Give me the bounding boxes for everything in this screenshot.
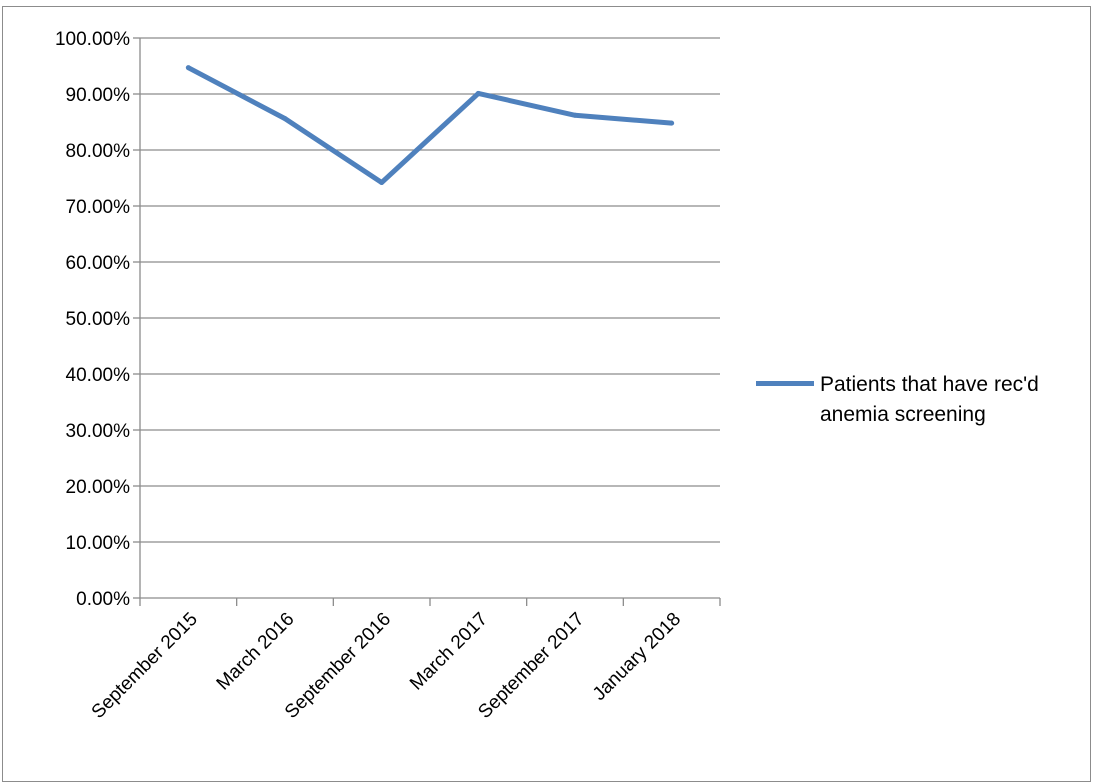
data-point xyxy=(379,179,385,185)
series-layer xyxy=(185,65,675,185)
legend-label: Patients that have rec'd anemia screenin… xyxy=(820,373,1039,426)
y-tick-label: 80.00% xyxy=(66,141,131,162)
y-tick-label: 40.00% xyxy=(66,365,131,386)
y-tick-label: 10.00% xyxy=(66,533,131,554)
y-tick-label: 100.00% xyxy=(55,29,130,50)
y-tick-label: 30.00% xyxy=(66,421,131,442)
x-tick-label: January 2018 xyxy=(589,609,685,705)
legend-swatch xyxy=(756,381,814,386)
x-tick-label: September 2016 xyxy=(281,609,395,723)
y-tick-label: 20.00% xyxy=(66,477,131,498)
series-line xyxy=(187,65,672,185)
data-point xyxy=(475,90,481,96)
y-tick-label: 70.00% xyxy=(66,197,131,218)
x-tick-label: September 2017 xyxy=(474,609,588,723)
y-tick-label: 60.00% xyxy=(66,253,131,274)
chart-frame xyxy=(2,6,1091,782)
y-tick-label: 0.00% xyxy=(76,589,130,610)
y-tick-label: 50.00% xyxy=(66,309,131,330)
data-point xyxy=(185,65,191,71)
gridlines xyxy=(140,37,720,543)
y-axis-tick-labels: 0.00% 10.00% 20.00% 30.00% 40.00% 50.00% 60.00… xyxy=(55,29,130,610)
data-point xyxy=(572,112,578,118)
y-tick-label: 90.00% xyxy=(66,85,131,106)
data-point xyxy=(669,120,675,126)
data-point xyxy=(282,116,288,122)
x-tick-label: March 2016 xyxy=(213,609,299,695)
x-tick-label: March 2017 xyxy=(406,609,492,695)
axes xyxy=(133,37,721,606)
legend: Patients that have rec'd anemia screenin… xyxy=(756,370,1093,430)
x-tick-label: September 2015 xyxy=(88,609,202,723)
